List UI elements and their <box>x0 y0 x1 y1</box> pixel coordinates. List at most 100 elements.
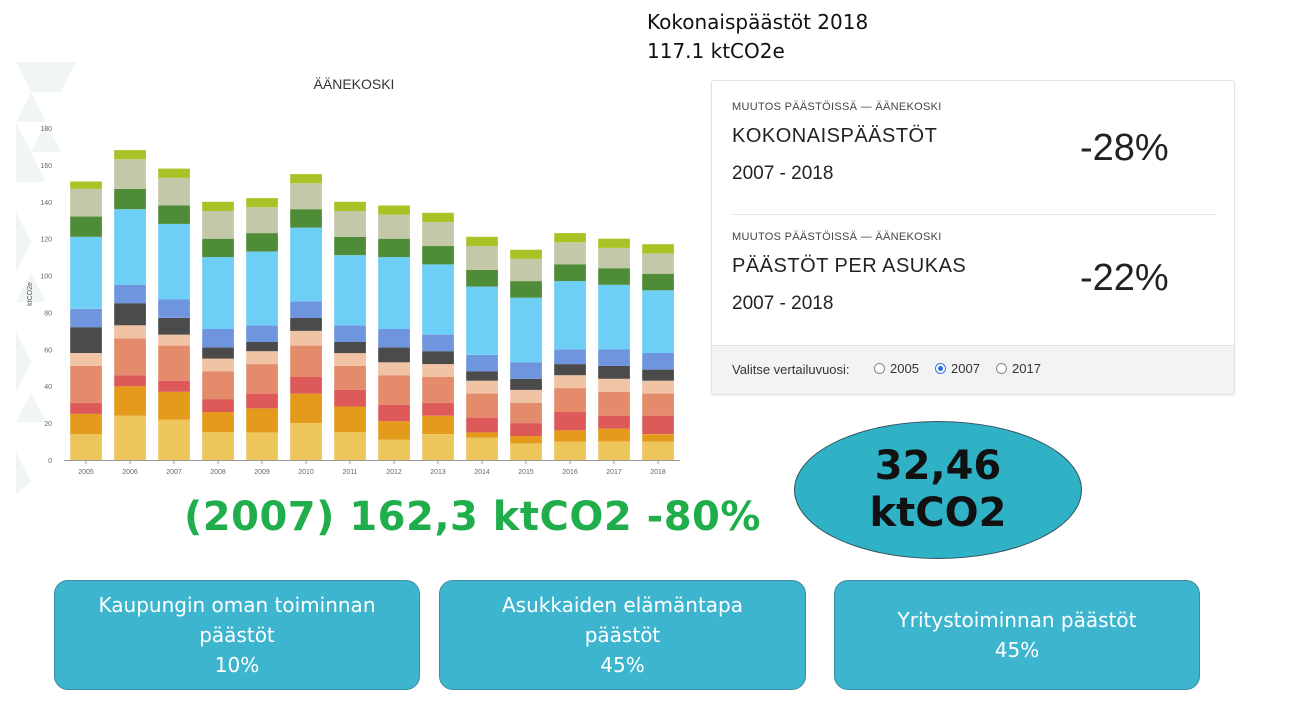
bar-segment <box>598 268 630 285</box>
bar-segment <box>466 270 498 287</box>
x-tick-label: 2017 <box>606 469 622 476</box>
bar-segment <box>114 284 146 304</box>
bar-segment <box>378 439 410 460</box>
bar-segment <box>642 441 674 460</box>
bar-segment <box>158 299 190 318</box>
bar-segment <box>158 168 190 178</box>
bar-segment <box>70 327 102 353</box>
bar-segment <box>642 415 674 435</box>
bar-segment <box>114 375 146 387</box>
background-triangle <box>16 332 31 392</box>
bar-segment <box>598 349 630 366</box>
bar-segment <box>246 393 278 409</box>
bar-segment <box>334 255 366 326</box>
bar-segment <box>510 423 542 436</box>
chart-title: ÄÄNEKOSKI <box>314 76 395 92</box>
radio-2005[interactable]: 2005 <box>874 361 919 376</box>
bar-segment <box>466 432 498 438</box>
bar-segment <box>70 402 102 414</box>
bar-segment <box>202 238 234 258</box>
bar-segment <box>334 389 366 407</box>
x-tick-label: 2015 <box>518 469 534 476</box>
bar-segment <box>158 391 190 420</box>
bar-segment <box>378 404 410 422</box>
radio-2007[interactable]: 2007 <box>935 361 980 376</box>
radio-button-icon[interactable] <box>874 363 885 374</box>
bar-segment <box>466 286 498 355</box>
bar-segment <box>466 246 498 270</box>
bar-segment <box>510 443 542 460</box>
bar-segment <box>598 441 630 460</box>
bar-segment <box>114 325 146 339</box>
bar-segment <box>70 413 102 435</box>
bar-segment <box>334 201 366 211</box>
radio-button-icon[interactable] <box>996 363 1007 374</box>
bar-segment <box>466 354 498 372</box>
bar-segment <box>554 281 586 350</box>
bar-segment <box>466 393 498 418</box>
bar-segment <box>642 290 674 353</box>
bar-segment <box>202 371 234 400</box>
bar-segment <box>554 441 586 460</box>
bar-segment <box>114 150 146 160</box>
bar-segment <box>510 378 542 390</box>
category-box-municipal: Kaupungin oman toiminnan päästöt 10% <box>54 580 420 690</box>
radio-button-selected-icon[interactable] <box>935 363 946 374</box>
bar-segment <box>554 242 586 265</box>
bar-segment <box>70 353 102 366</box>
bar-segment <box>158 318 190 335</box>
bar-segment <box>642 369 674 381</box>
bar-segment <box>114 386 146 416</box>
bar-segment <box>422 264 454 335</box>
bar-segment <box>114 338 146 376</box>
y-tick-label: 40 <box>44 384 52 391</box>
background-triangle <box>46 62 76 92</box>
y-tick-label: 140 <box>40 200 52 207</box>
stacked-bar-chart: ÄÄNEKOSKI ktCO2e 0 20 40 60 80 100 120 140 160 180 2… <box>16 62 680 494</box>
bar-segment <box>334 365 366 390</box>
total-emissions-value: 117.1 ktCO2e <box>647 39 785 63</box>
y-tick-label: 0 <box>48 458 52 465</box>
x-tick-label: 2007 <box>166 469 182 476</box>
bar-segment <box>246 432 278 460</box>
bar-segment <box>202 257 234 329</box>
bar-segment <box>554 349 586 365</box>
bar-segment <box>510 281 542 298</box>
bar-segment <box>510 436 542 444</box>
box-percentage: 45% <box>994 638 1040 662</box>
x-tick-label: 2014 <box>474 469 490 476</box>
radio-2017[interactable]: 2017 <box>996 361 1041 376</box>
bar-segment <box>246 342 278 352</box>
background-triangle <box>16 452 31 494</box>
bar-segment <box>246 198 278 208</box>
comparison-year-selector: Valitse vertailuvuosi: 2005 2007 2017 <box>712 345 1234 394</box>
bar-segment <box>642 253 674 274</box>
bar-segment <box>334 353 366 366</box>
box-line: Kaupungin oman toiminnan <box>98 593 376 617</box>
bar-segment <box>422 212 454 222</box>
bar-segment <box>290 393 322 424</box>
bar-segment <box>466 437 498 460</box>
bar-segment <box>510 402 542 424</box>
bar-segment <box>334 342 366 354</box>
bar-segment <box>422 334 454 352</box>
bar-segment <box>378 329 410 348</box>
bar-segment <box>642 393 674 416</box>
bar-segment <box>554 233 586 243</box>
bar-segment <box>246 351 278 365</box>
emissions-chart: ÄÄNEKOSKI ktCO2e 0 20 40 60 80 100 120 140 160 180 2… <box>16 62 688 494</box>
stat-heading: KOKONAISPÄÄSTÖT <box>732 125 938 147</box>
bar-segment <box>466 236 498 246</box>
y-tick-label: 180 <box>40 126 52 133</box>
bar-segment <box>246 207 278 234</box>
bar-segment <box>290 345 322 377</box>
bar-segment <box>422 402 454 416</box>
stat-total-emissions: MUUTOS PÄÄSTÖISSÄ — ÄÄNEKOSKI KOKONAISPÄ… <box>732 101 1214 221</box>
stat-per-capita: MUUTOS PÄÄSTÖISSÄ — ÄÄNEKOSKI PÄÄSTÖT PE… <box>732 231 1214 351</box>
bar-segment <box>202 358 234 372</box>
stat-kicker: MUUTOS PÄÄSTÖISSÄ — ÄÄNEKOSKI <box>732 231 942 243</box>
bar-segment <box>70 236 102 309</box>
background-triangle <box>16 62 46 92</box>
y-tick-label: 60 <box>44 347 52 354</box>
x-tick-label: 2006 <box>122 469 138 476</box>
